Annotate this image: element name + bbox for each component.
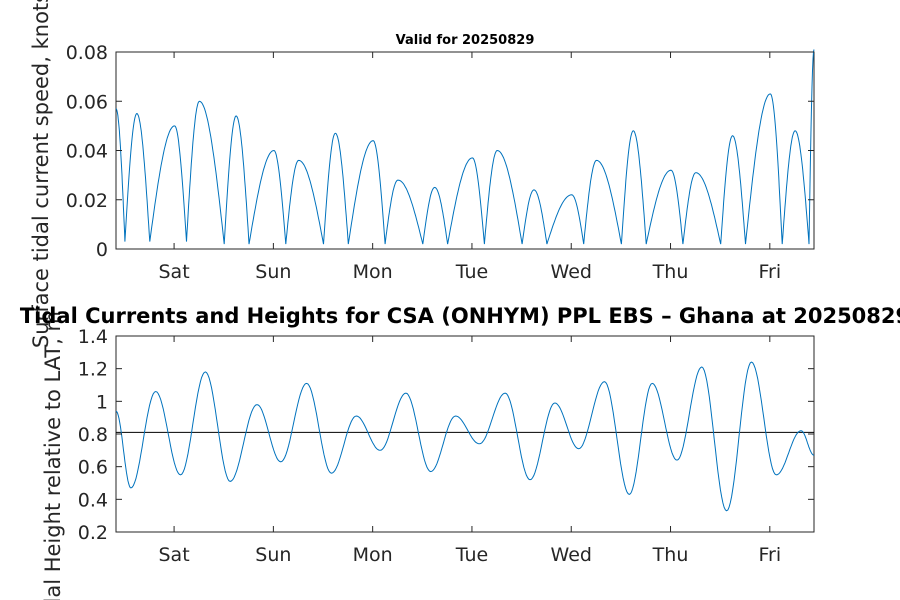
- current-speed-axes-box: [115, 51, 815, 250]
- current-speed-xticks: Sat Sun Mon Tue Wed Thu Fri: [159, 52, 781, 283]
- ytick-label: 0.04: [66, 141, 108, 163]
- current-speed-title: Valid for 20250829: [396, 33, 535, 48]
- ytick-label: 1.2: [78, 359, 108, 381]
- xtick-label: Sat: [159, 544, 190, 566]
- current-speed-line: [115, 49, 815, 245]
- ytick-label: 1: [96, 391, 108, 413]
- xtick-label: Fri: [758, 261, 781, 283]
- current-speed-ylabel: Surface tidal current speed, knots: [29, 0, 53, 348]
- xtick-label: Sat: [159, 261, 190, 283]
- xtick-label: Thu: [652, 544, 689, 566]
- xtick-label: Tue: [455, 261, 488, 283]
- xtick-label: Mon: [353, 261, 393, 283]
- xtick-label: Thu: [652, 261, 689, 283]
- ytick-label: 0: [96, 239, 108, 261]
- ytick-label: 0.8: [78, 424, 108, 446]
- ytick-label: 0.02: [66, 190, 108, 212]
- current-speed-yticks: 0 0.02 0.04 0.06 0.08: [66, 42, 814, 261]
- tidal-height-yticks: 0.2 0.4 0.6 0.8 1 1.2 1.4: [78, 326, 814, 544]
- ytick-label: 0.2: [78, 522, 108, 544]
- ytick-label: 0.08: [66, 42, 108, 64]
- current-speed-plot: 00.020.040.060.08 Sat Sun Mon Tue Wed Thu Fri …: [29, 0, 815, 348]
- xtick-label: Sun: [255, 544, 291, 566]
- xtick-label: Tue: [455, 544, 488, 566]
- xtick-label: Fri: [758, 544, 781, 566]
- main-title: Tidal Currents and Heights for CSA (ONHY…: [20, 304, 900, 328]
- xtick-label: Wed: [551, 261, 592, 283]
- tidal-height-plot: 0.2 0.4 0.6 0.8 1 1.2 1.4 Sat Sun Mon Tue Wed Thu Fr…: [41, 311, 815, 600]
- xtick-label: Wed: [551, 544, 592, 566]
- ytick-label: 0.4: [78, 489, 108, 511]
- tidal-height-line: [115, 361, 815, 512]
- tidal-height-axes-box: [115, 335, 815, 533]
- tidal-height-xticks: Sat Sun Mon Tue Wed Thu Fri: [159, 336, 781, 566]
- ytick-label: 1.4: [78, 326, 108, 348]
- ytick-label: 0.06: [66, 91, 108, 113]
- ytick-label: 0.6: [78, 457, 108, 479]
- tidal-height-ylabel: Tidal Height relative to LAT, m: [41, 311, 65, 600]
- xtick-label: Sun: [255, 261, 291, 283]
- xtick-label: Mon: [353, 544, 393, 566]
